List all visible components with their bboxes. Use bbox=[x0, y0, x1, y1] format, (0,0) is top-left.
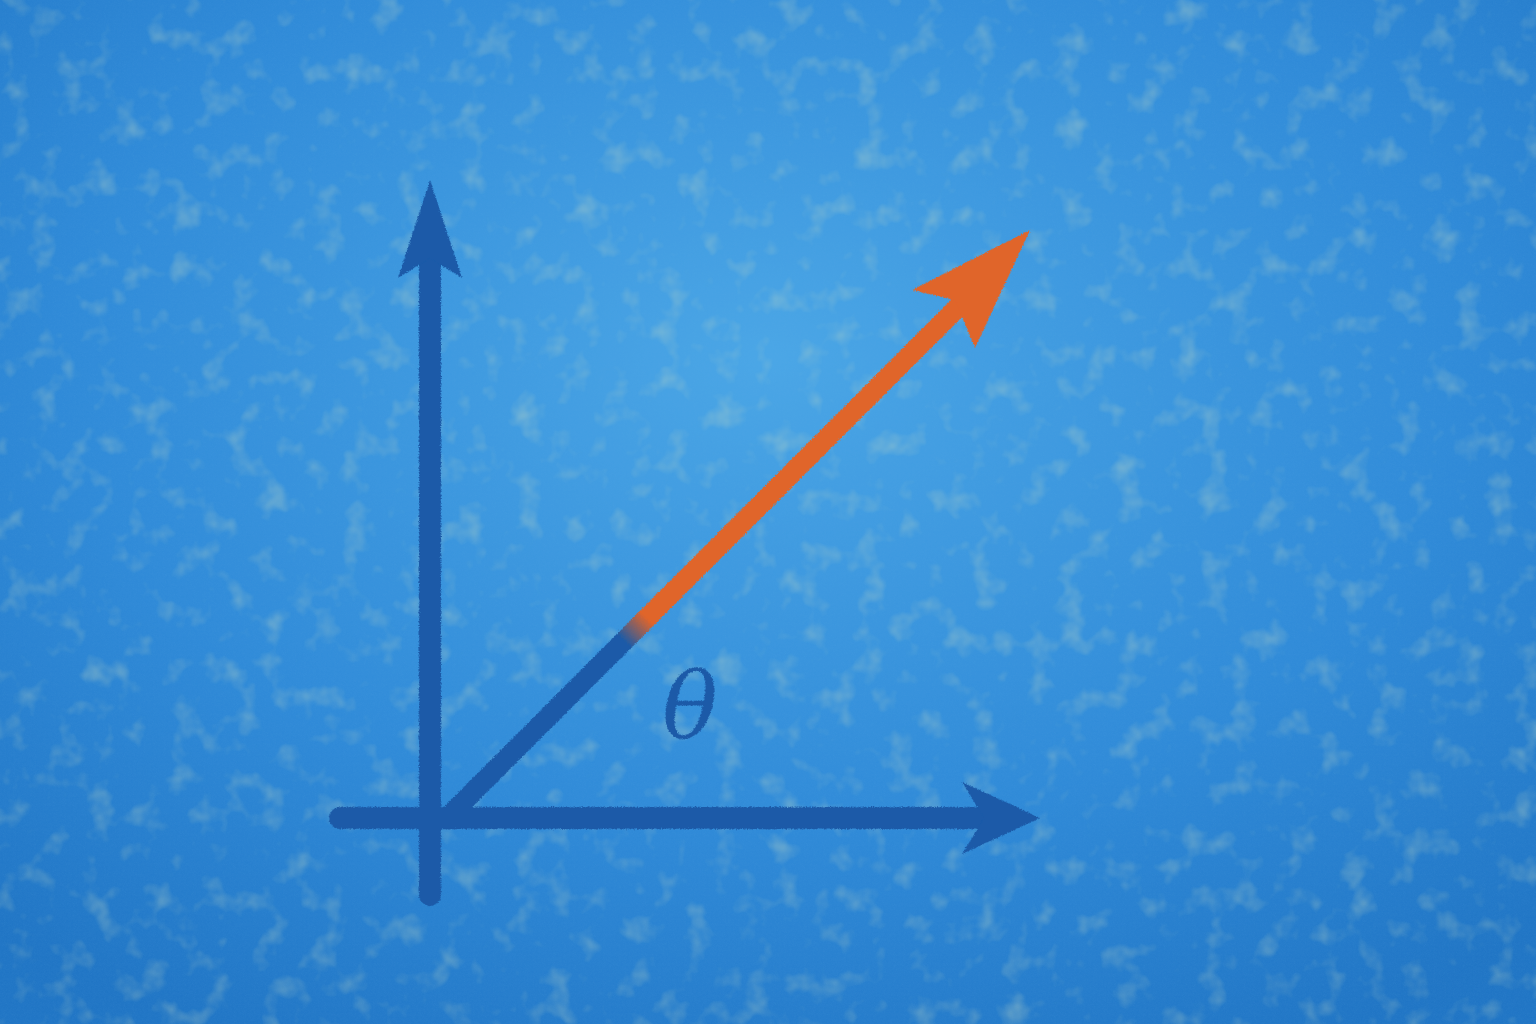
theta-label: θ bbox=[662, 653, 717, 760]
y-axis-arrowhead bbox=[398, 180, 462, 278]
vector-arrowhead bbox=[912, 230, 1030, 348]
x-axis-arrowhead bbox=[962, 782, 1040, 854]
angled-vector bbox=[440, 230, 1030, 825]
y-axis bbox=[398, 180, 462, 906]
